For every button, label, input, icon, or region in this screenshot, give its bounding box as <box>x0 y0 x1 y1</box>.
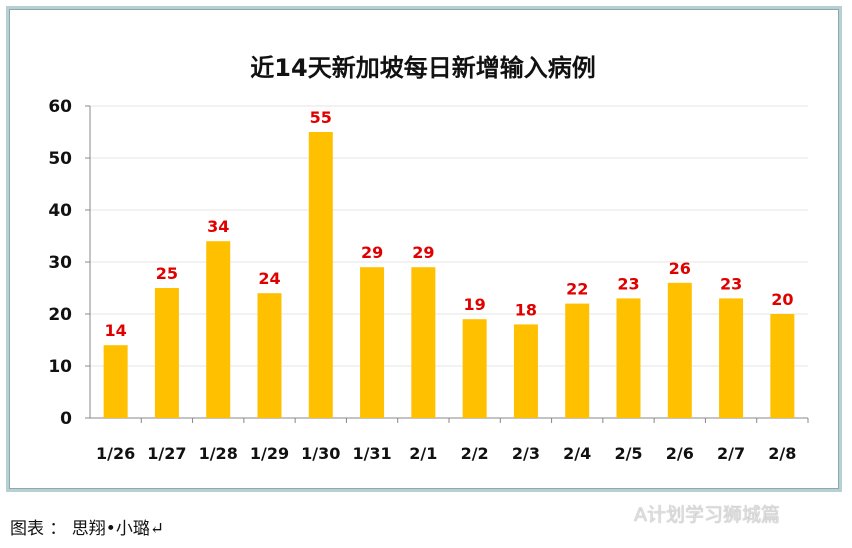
x-tick-label: 1/31 <box>352 444 391 463</box>
data-label: 23 <box>720 274 742 293</box>
y-tick-label: 60 <box>48 97 72 117</box>
chart-title: 近14天新加坡每日新增输入病例 <box>250 54 595 82</box>
data-label: 20 <box>771 290 793 309</box>
y-tick-label: 50 <box>48 149 72 169</box>
x-tick-label: 2/3 <box>512 444 540 463</box>
chart-area <box>9 9 839 489</box>
x-tick-label: 1/26 <box>96 444 135 463</box>
data-label: 14 <box>105 321 127 340</box>
data-label: 34 <box>207 217 229 236</box>
x-tick-label: 2/6 <box>666 444 694 463</box>
x-tick-label: 2/8 <box>768 444 796 463</box>
x-tick-label: 1/29 <box>250 444 289 463</box>
x-tick-label: 2/2 <box>461 444 489 463</box>
y-tick-label: 30 <box>48 253 72 273</box>
data-label: 18 <box>515 300 537 319</box>
data-label: 19 <box>464 295 486 314</box>
bar <box>360 267 385 418</box>
data-label: 29 <box>412 243 434 262</box>
y-tick-label: 20 <box>48 305 72 325</box>
x-tick-label: 2/5 <box>614 444 642 463</box>
bar <box>770 314 795 418</box>
x-tick-label: 2/1 <box>409 444 437 463</box>
bar <box>257 293 282 418</box>
data-label: 24 <box>258 269 280 288</box>
bar <box>308 132 333 418</box>
bar <box>667 282 692 418</box>
caption: 图表 ： 思翔•小璐↵ <box>10 519 165 539</box>
watermark: A计划学习狮城篇 <box>634 504 780 526</box>
bar <box>206 241 231 418</box>
data-label: 22 <box>566 280 588 299</box>
bar <box>513 324 538 418</box>
x-tick-label: 1/27 <box>147 444 186 463</box>
x-tick-label: 2/7 <box>717 444 745 463</box>
bar <box>719 298 744 418</box>
chart-frame <box>6 6 842 492</box>
data-label: 26 <box>669 259 691 278</box>
data-label: 23 <box>617 274 639 293</box>
bar <box>462 319 487 418</box>
x-tick-label: 2/4 <box>563 444 591 463</box>
data-label: 29 <box>361 243 383 262</box>
x-tick-label: 1/30 <box>301 444 340 463</box>
y-tick-label: 40 <box>48 201 72 221</box>
data-label: 55 <box>310 108 332 127</box>
bar <box>411 267 436 418</box>
bar <box>565 303 590 418</box>
x-tick-label: 1/28 <box>199 444 238 463</box>
data-label: 25 <box>156 264 178 283</box>
bar <box>103 345 128 418</box>
y-tick-label: 10 <box>48 357 72 377</box>
y-tick-label: 0 <box>60 409 72 429</box>
bar <box>616 298 641 418</box>
bar <box>154 288 179 418</box>
